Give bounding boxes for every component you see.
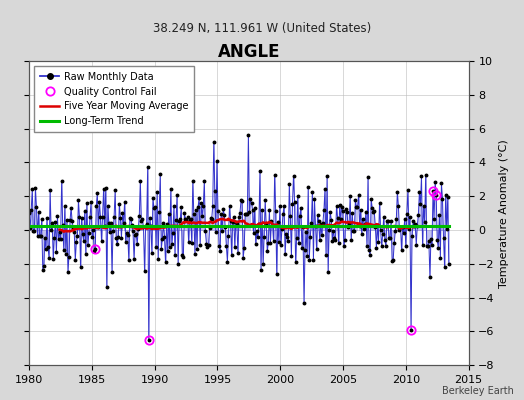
Text: Berkeley Earth: Berkeley Earth bbox=[442, 386, 514, 396]
Text: 38.249 N, 111.961 W (United States): 38.249 N, 111.961 W (United States) bbox=[153, 22, 371, 35]
Title: ANGLE: ANGLE bbox=[217, 43, 280, 61]
Y-axis label: Temperature Anomaly (°C): Temperature Anomaly (°C) bbox=[499, 139, 509, 288]
Legend: Raw Monthly Data, Quality Control Fail, Five Year Moving Average, Long-Term Tren: Raw Monthly Data, Quality Control Fail, … bbox=[34, 66, 194, 132]
